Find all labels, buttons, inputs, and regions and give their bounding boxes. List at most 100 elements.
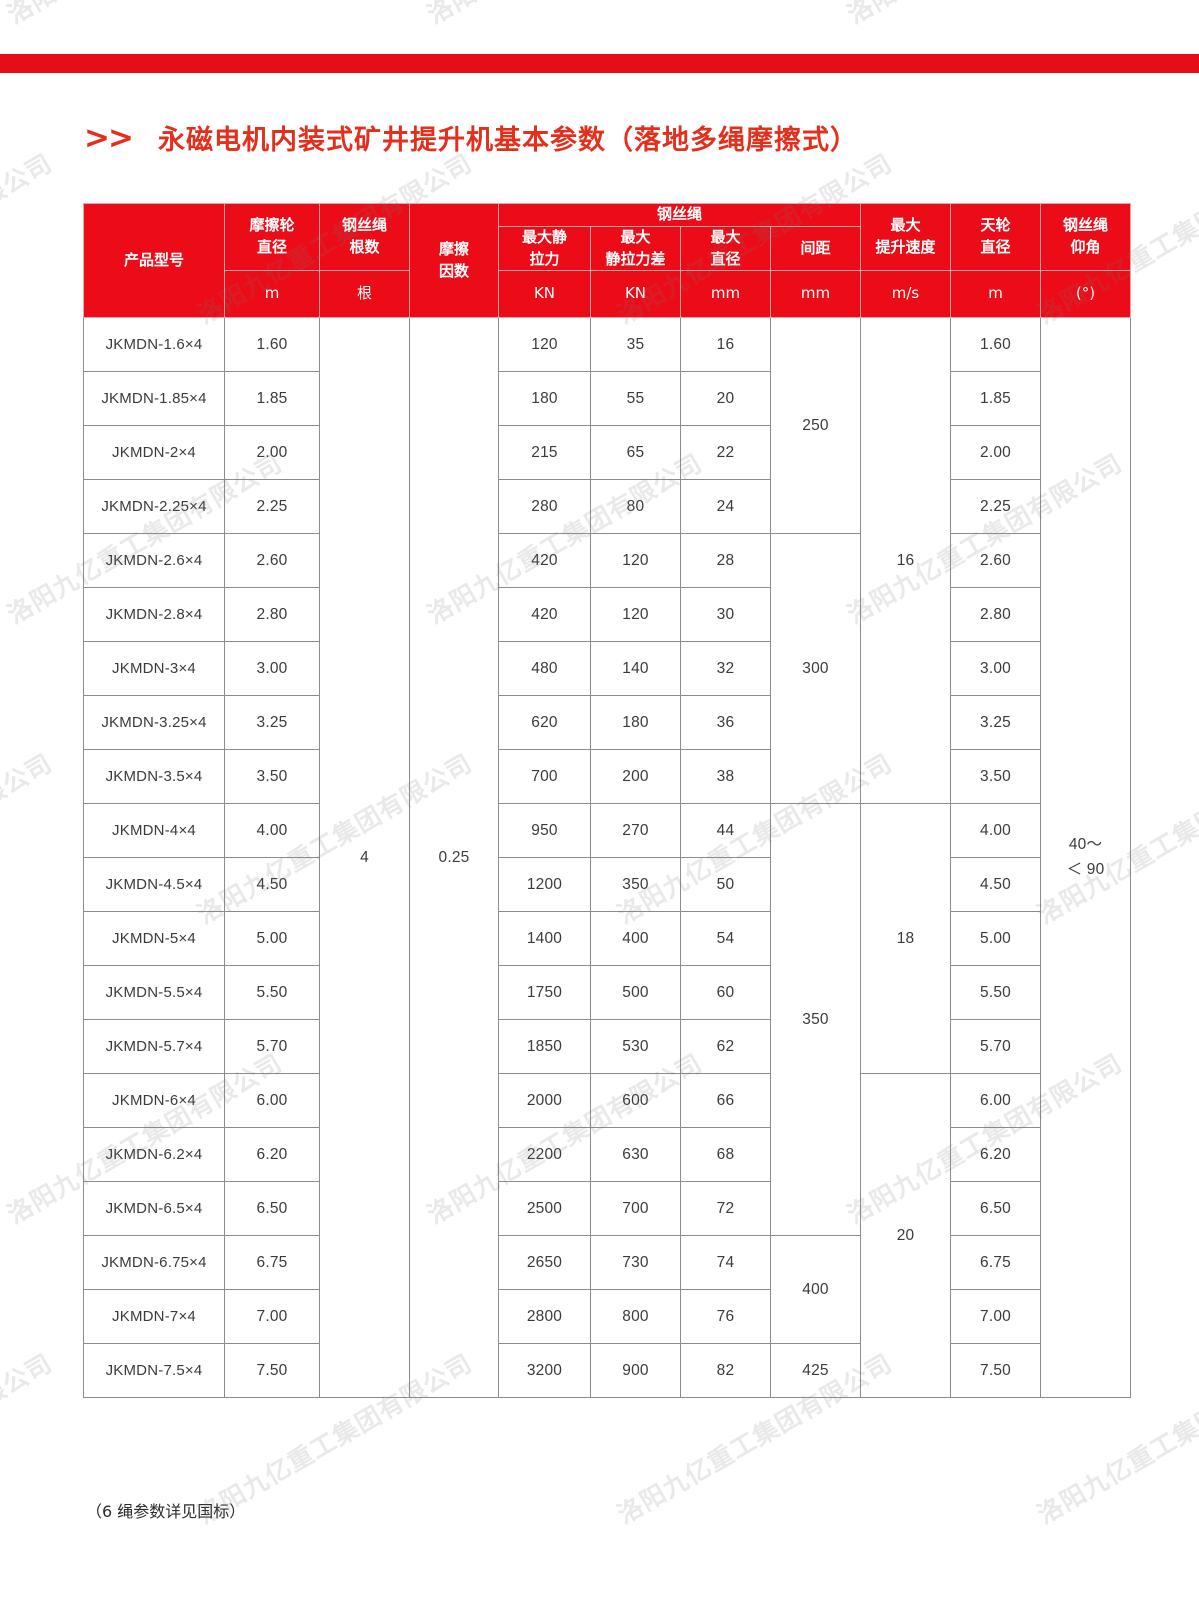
cell-max-tension-diff: 35 (590, 317, 681, 373)
cell-model: JKMDN-6.75×4 (83, 1235, 225, 1291)
cell-sheave-diameter: 4.50 (950, 857, 1042, 913)
header-max-tension-diff-l1: 最大 (620, 227, 651, 246)
cell-model: JKMDN-2.8×4 (83, 587, 225, 643)
cell-model: JKMDN-5.5×4 (83, 965, 225, 1021)
header-rope-spacing: 间距 (769, 225, 862, 272)
cell-wheel-diameter: 7.00 (224, 1289, 320, 1345)
cell-max-rope-diameter: 68 (680, 1127, 771, 1183)
header-max-tension-diff-l2: 静拉力差 (605, 249, 666, 268)
header-wheel-diameter: 摩擦轮 直径 (224, 202, 320, 272)
cell-max-tension-diff: 500 (590, 965, 681, 1021)
cell-wheel-diameter: 7.50 (224, 1343, 320, 1399)
cell-model: JKMDN-7.5×4 (83, 1343, 225, 1399)
header-rope-angle-l2: 仰角 (1070, 238, 1101, 257)
header-row-units: m 根 KN KN mm mm m/s m (°) (84, 270, 1132, 319)
cell-max-tension-diff: 140 (590, 641, 681, 697)
cell-model: JKMDN-3×4 (83, 641, 225, 697)
cell-model: JKMDN-4.5×4 (83, 857, 225, 913)
cell-max-tension-diff: 630 (590, 1127, 681, 1183)
unit-max-rope-diameter: mm (680, 270, 771, 319)
cell-sheave-diameter: 3.00 (950, 641, 1042, 697)
cell-max-tension-diff: 700 (590, 1181, 681, 1237)
cell-max-static-tension: 2200 (498, 1127, 591, 1183)
header-friction-factor: 摩擦 因数 (409, 202, 499, 319)
unit-max-static-tension: KN (498, 270, 591, 319)
cell-max-tension-diff: 730 (590, 1235, 681, 1291)
cell-wheel-diameter: 2.80 (224, 587, 320, 643)
table-row: JKMDN-1.6×4 1.60 4 0.25 120 35 16 250 16 1.60 40〜＜… (83, 317, 1132, 1399)
cell-wheel-diameter: 1.60 (224, 317, 320, 373)
cell-sheave-diameter: 5.00 (950, 911, 1042, 967)
header-max-rope-diameter-l1: 最大 (710, 227, 741, 246)
cell-max-tension-diff: 600 (590, 1073, 681, 1129)
cell-rope-angle: 40〜 ＜ 90 (1040, 317, 1132, 1399)
cell-model: JKMDN-7×4 (83, 1289, 225, 1345)
table-row: JKMDN-6.5×4 6.50 2500 700 72 6.50 (83, 1181, 1131, 1237)
cell-wheel-diameter: 6.20 (224, 1127, 320, 1183)
cell-max-static-tension: 2000 (498, 1073, 591, 1129)
watermark-text: 洛阳九亿重工集团有限公司 (0, 0, 288, 31)
header-wheel-diameter-l2: 直径 (256, 238, 287, 257)
header-max-rope-diameter-l2: 直径 (710, 249, 741, 268)
header-max-static-tension-l1: 最大静 (521, 227, 567, 246)
cell-rope-angle-line1: 40〜 (1068, 835, 1103, 853)
header-max-speed-l2: 提升速度 (875, 238, 936, 257)
cell-rope-spacing: 300 (769, 533, 862, 805)
table-row: JKMDN-2.6×4 2.60 420 120 28 300 2.60 (83, 533, 1131, 805)
header-rope-count-l2: 根数 (349, 238, 380, 257)
cell-model: JKMDN-3.5×4 (83, 749, 225, 805)
cell-max-rope-diameter: 44 (680, 803, 771, 859)
cell-wheel-diameter: 6.75 (224, 1235, 320, 1291)
unit-max-speed: m/s (860, 270, 952, 319)
cell-max-static-tension: 700 (498, 749, 591, 805)
header-max-speed: 最大 提升速度 (860, 202, 952, 272)
table-row: JKMDN-4.5×4 4.50 1200 350 50 4.50 (83, 857, 1131, 913)
unit-sheave-diameter: m (950, 270, 1042, 319)
cell-model: JKMDN-2×4 (83, 425, 225, 481)
cell-sheave-diameter: 1.60 (950, 317, 1042, 373)
unit-wheel-diameter: m (224, 270, 320, 319)
cell-sheave-diameter: 5.50 (950, 965, 1042, 1021)
cell-max-static-tension: 2500 (498, 1181, 591, 1237)
table-row: JKMDN-4×4 4.00 950 270 44 350 18 4.00 (83, 803, 1131, 1237)
header-friction-factor-l1: 摩擦 (438, 239, 469, 258)
cell-wheel-diameter: 6.50 (224, 1181, 320, 1237)
cell-max-tension-diff: 200 (590, 749, 681, 805)
cell-max-static-tension: 280 (498, 479, 591, 535)
cell-max-static-tension: 1750 (498, 965, 591, 1021)
cell-sheave-diameter: 6.00 (950, 1073, 1042, 1129)
cell-model: JKMDN-1.85×4 (83, 371, 225, 427)
cell-max-static-tension: 180 (498, 371, 591, 427)
cell-max-tension-diff: 65 (590, 425, 681, 481)
watermark-text: 洛阳九亿重工集团有限公司 (0, 1348, 58, 1530)
cell-model: JKMDN-3.25×4 (83, 695, 225, 751)
cell-sheave-diameter: 6.20 (950, 1127, 1042, 1183)
header-rope-count: 钢丝绳 根数 (319, 202, 410, 272)
cell-max-rope-diameter: 60 (680, 965, 771, 1021)
chevron-right-double-icon: >> (84, 119, 134, 156)
cell-max-static-tension: 1850 (498, 1019, 591, 1075)
header-rope-angle: 钢丝绳 仰角 (1040, 202, 1132, 272)
cell-sheave-diameter: 4.00 (950, 803, 1042, 859)
top-red-rule (0, 54, 1199, 73)
cell-model: JKMDN-6.5×4 (83, 1181, 225, 1237)
specification-table: 产品型号 摩擦轮 直径 钢丝绳 根数 摩擦 因数 钢丝绳 最大 提升速度 天轮 … (83, 202, 1132, 1399)
table-row: JKMDN-6.2×4 6.20 2200 630 68 6.20 (83, 1127, 1131, 1183)
header-row-sub: 最大静 拉力 最大 静拉力差 最大 直径 间距 (84, 225, 1131, 272)
cell-wheel-diameter: 3.25 (224, 695, 320, 751)
table-header: 产品型号 摩擦轮 直径 钢丝绳 根数 摩擦 因数 钢丝绳 最大 提升速度 天轮 … (83, 202, 1132, 319)
cell-max-rope-diameter: 82 (680, 1343, 771, 1399)
cell-max-static-tension: 120 (498, 317, 591, 373)
table-row: JKMDN-3.25×4 3.25 620 180 36 3.25 (83, 695, 1131, 751)
cell-max-tension-diff: 80 (590, 479, 681, 535)
cell-sheave-diameter: 3.25 (950, 695, 1042, 751)
cell-max-speed: 20 (860, 1073, 952, 1399)
cell-wheel-diameter: 4.50 (224, 857, 320, 913)
cell-wheel-diameter: 1.85 (224, 371, 320, 427)
cell-max-rope-diameter: 50 (680, 857, 771, 913)
table-row: JKMDN-2×4 2.00 215 65 22 2.00 (83, 425, 1131, 481)
cell-sheave-diameter: 1.85 (950, 371, 1042, 427)
table-row: JKMDN-2.25×4 2.25 280 80 24 2.25 (83, 479, 1131, 535)
cell-max-tension-diff: 180 (590, 695, 681, 751)
watermark-text: 洛阳九亿重工集团有限公司 (0, 148, 58, 330)
